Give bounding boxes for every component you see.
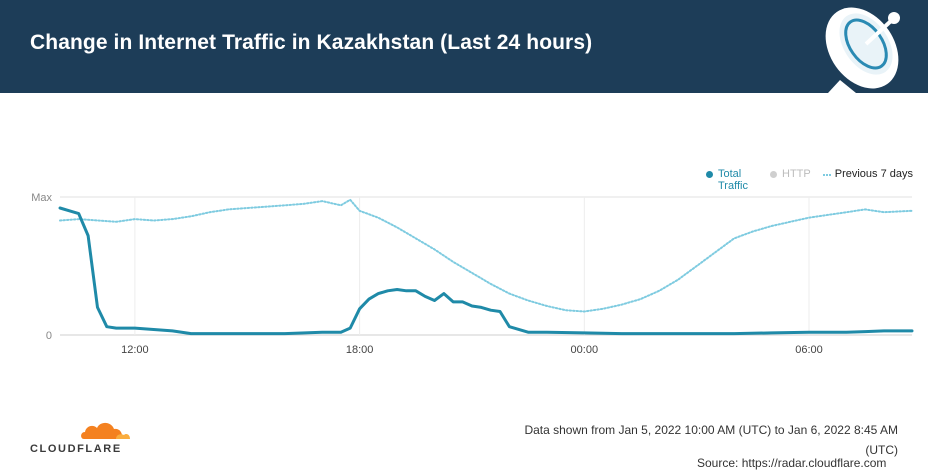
- satellite-dish-icon: [825, 7, 900, 93]
- series-line-total-traffic: [58, 206, 914, 336]
- axis-labels: Max 0 12:00 18:00 00:00 06:00: [31, 192, 823, 356]
- total-dot-icon: [706, 171, 713, 178]
- legend-total-label: Total Traffic: [718, 168, 748, 192]
- x-tick-label: 00:00: [571, 344, 599, 356]
- legend-previous-label: Previous 7 days: [834, 168, 913, 180]
- traffic-chart: Max 0 12:00 18:00 00:00 06:00: [0, 150, 928, 370]
- chart-legend: Total Traffic HTTP Previous 7 days: [706, 168, 913, 192]
- http-dot-icon: [770, 171, 777, 178]
- x-tick-label: 18:00: [346, 344, 374, 356]
- range-line-2: (UTC): [865, 443, 898, 457]
- cloudflare-logo: CLOUDFLARE: [30, 415, 140, 460]
- x-tick-label: 12:00: [121, 344, 149, 356]
- page-title: Change in Internet Traffic in Kazakhstan…: [30, 31, 593, 54]
- series-line-previous-7-days: [59, 198, 913, 313]
- x-tick-label: 06:00: [795, 344, 823, 356]
- previous-line-icon: [822, 174, 831, 176]
- chart-canvas: Max 0 12:00 18:00 00:00 06:00: [31, 192, 914, 356]
- source-note: Source: https://radar.cloudflare.com: [697, 456, 887, 470]
- brand-name: CLOUDFLARE: [30, 443, 122, 455]
- legend-item-previous[interactable]: Previous 7 days: [822, 168, 913, 180]
- legend-item-total[interactable]: Total Traffic: [706, 168, 758, 192]
- series: [58, 198, 914, 336]
- cloud-logo-icon: [81, 422, 130, 439]
- y-tick-label: Max: [31, 192, 52, 204]
- legend-item-http[interactable]: HTTP: [770, 168, 811, 180]
- y-tick-label: 0: [46, 330, 52, 342]
- data-range-note: Data shown from Jan 5, 2022 10:00 AM (UT…: [468, 420, 898, 460]
- range-line-1: Data shown from Jan 5, 2022 10:00 AM (UT…: [524, 423, 898, 437]
- grid: [60, 196, 912, 336]
- legend-http-label: HTTP: [782, 168, 811, 180]
- header-banner: Change in Internet Traffic in Kazakhstan…: [0, 0, 928, 93]
